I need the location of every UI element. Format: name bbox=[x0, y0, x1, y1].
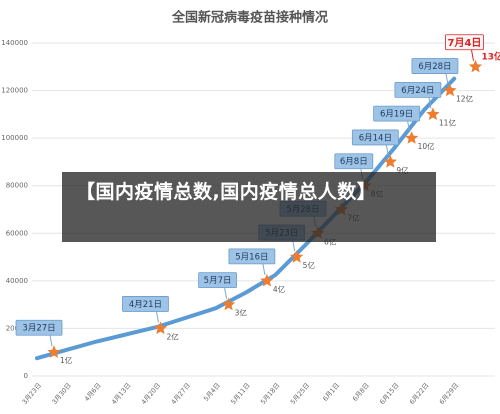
callout-label: 6月24日 bbox=[401, 86, 434, 96]
callout-label: 6月14日 bbox=[359, 133, 392, 143]
callout-label: 7月4日 bbox=[448, 37, 482, 49]
callout-box bbox=[15, 319, 63, 336]
milestone: 5月16日 4亿 bbox=[228, 248, 286, 294]
y-tick-label: 80000 bbox=[6, 182, 28, 190]
callout-box bbox=[228, 248, 276, 265]
value-label: 5亿 bbox=[303, 260, 316, 270]
star-marker bbox=[383, 154, 397, 168]
star-marker bbox=[426, 107, 440, 120]
milestone: 5月7日 3亿 bbox=[198, 272, 248, 318]
callout-box bbox=[334, 153, 374, 170]
value-label: 3亿 bbox=[235, 308, 248, 318]
value-label: 10亿 bbox=[418, 141, 436, 151]
value-label: 2亿 bbox=[166, 331, 179, 341]
star-marker bbox=[153, 321, 168, 335]
chart-title: 全国新冠病毒疫苗接种情况 bbox=[171, 10, 328, 26]
milestone: 6月19日 10亿 bbox=[373, 105, 436, 151]
y-tick-label: 140000 bbox=[1, 39, 28, 47]
line bbox=[35, 76, 457, 361]
star-marker bbox=[290, 250, 304, 263]
value-label: 11亿 bbox=[439, 117, 457, 127]
callout-leader bbox=[470, 49, 474, 61]
y-tick-label: 60000 bbox=[6, 229, 28, 237]
callout-box bbox=[122, 296, 169, 312]
callout-leader bbox=[155, 311, 159, 323]
milestone: 3月27日 1亿 bbox=[15, 319, 73, 365]
y-tick-label: 0 bbox=[24, 372, 28, 380]
callout-leader bbox=[262, 263, 266, 275]
callout-leader bbox=[49, 335, 53, 347]
banner: 【国内疫情总数,国内疫情总人数】 bbox=[62, 172, 436, 242]
milestone: 6月28日 12亿 bbox=[411, 58, 474, 104]
callout-box bbox=[373, 105, 421, 122]
callout-label: 4月21日 bbox=[129, 300, 162, 310]
callout-leader bbox=[407, 121, 411, 133]
star-marker bbox=[468, 59, 483, 73]
callout-label: 5月7日 bbox=[204, 276, 232, 286]
milestone: 4月21日 2亿 bbox=[122, 296, 179, 341]
y-tick-label: 40000 bbox=[6, 277, 28, 285]
callout-leader bbox=[224, 287, 228, 299]
y-tick-label: 100000 bbox=[1, 134, 28, 142]
star-marker bbox=[47, 345, 61, 358]
value-label: 1亿 bbox=[60, 355, 73, 365]
callout-box bbox=[411, 58, 459, 74]
callout-label: 3月27日 bbox=[22, 324, 55, 334]
milestone: 6月14日 9亿 bbox=[351, 129, 409, 175]
callout-label: 6月28日 bbox=[418, 62, 451, 72]
callout-label: 5月16日 bbox=[235, 252, 268, 262]
callout-label: 6月8日 bbox=[340, 157, 368, 167]
value-label: 9亿 bbox=[396, 165, 409, 175]
callout-box bbox=[445, 34, 484, 51]
y-tick-label: 120000 bbox=[1, 87, 28, 95]
star-marker bbox=[443, 83, 457, 97]
value-label: 4亿 bbox=[273, 284, 286, 294]
star-marker bbox=[260, 273, 274, 287]
callout-box bbox=[198, 272, 237, 289]
milestone: 6月24日 11亿 bbox=[394, 81, 457, 127]
star-marker bbox=[221, 297, 236, 311]
callout-leader bbox=[385, 144, 389, 157]
value-label: 12亿 bbox=[456, 94, 474, 104]
callout-box bbox=[351, 129, 399, 146]
star-marker bbox=[405, 131, 419, 144]
value-label: 13亿 bbox=[481, 50, 500, 62]
callout-box bbox=[394, 81, 442, 98]
callout-label: 6月19日 bbox=[380, 110, 413, 120]
callout-leader bbox=[445, 73, 449, 85]
callout-leader bbox=[428, 97, 432, 109]
